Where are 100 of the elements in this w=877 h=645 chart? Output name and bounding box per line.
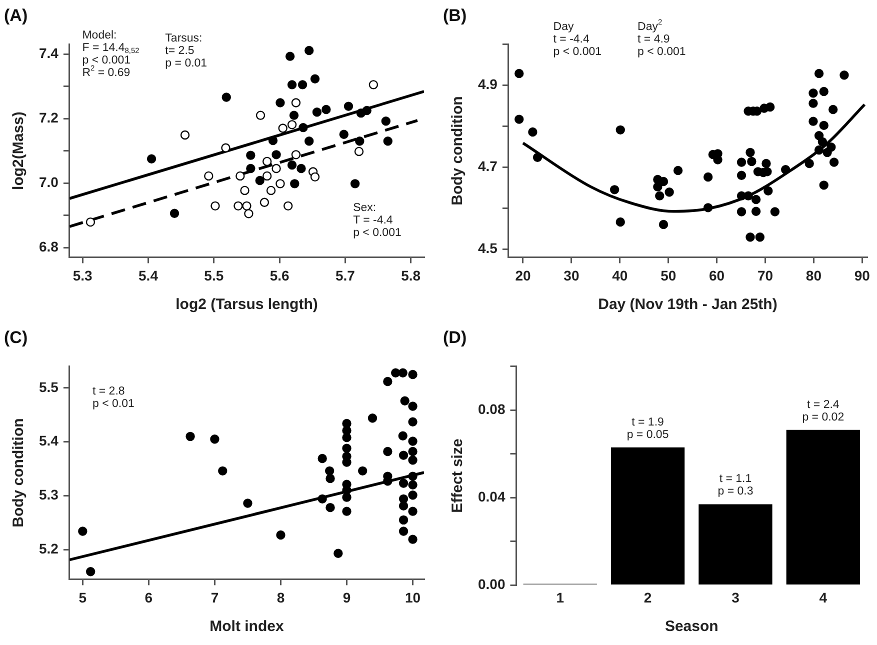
point: [312, 108, 322, 117]
point: [236, 171, 245, 181]
x-tick-label: 5.8: [401, 267, 421, 284]
x-tick-label: 70: [757, 267, 774, 284]
point: [318, 494, 327, 504]
point: [218, 466, 228, 476]
point: [781, 165, 790, 174]
x-tick-label: 80: [806, 267, 822, 284]
point: [334, 548, 343, 558]
point: [246, 164, 256, 174]
point: [751, 206, 761, 216]
point: [673, 166, 683, 176]
x-tick-label: 60: [709, 267, 725, 284]
point: [655, 191, 664, 200]
y-tick-label: 6.8: [38, 238, 59, 254]
point: [304, 136, 314, 146]
point: [318, 454, 327, 464]
y-axis-title: log2(Mass): [10, 112, 28, 190]
point: [610, 185, 620, 194]
annotation: Sex: T = -4.4 p < 0.001: [353, 202, 402, 239]
point: [398, 478, 408, 488]
bar: [786, 430, 860, 584]
point: [350, 179, 360, 188]
point: [322, 104, 331, 114]
point: [408, 417, 418, 426]
point: [514, 114, 524, 124]
point: [287, 160, 297, 170]
y-tick-label: 7.4: [38, 44, 59, 61]
point: [819, 180, 828, 190]
point: [260, 198, 270, 207]
point: [658, 220, 668, 230]
point: [408, 402, 418, 411]
chart-title: (B): [443, 6, 467, 25]
point: [262, 156, 272, 166]
chart-title: (D): [443, 328, 467, 347]
point: [278, 124, 288, 133]
point: [180, 130, 190, 140]
point: [528, 127, 538, 137]
point: [276, 530, 286, 540]
point: [287, 80, 297, 90]
point: [703, 172, 713, 182]
point: [326, 474, 335, 484]
x-tick-label: 2: [644, 589, 652, 606]
x-tick-label: 9: [342, 589, 351, 606]
point: [398, 450, 408, 460]
point: [808, 98, 818, 108]
point: [78, 526, 88, 536]
point: [290, 179, 300, 188]
point: [766, 102, 775, 112]
point: [808, 116, 818, 126]
point: [221, 143, 230, 152]
point: [408, 506, 418, 516]
point: [736, 170, 746, 180]
point: [256, 110, 266, 120]
annotation: Day t = -4.4 p < 0.001: [553, 20, 602, 58]
point: [204, 171, 214, 181]
point: [342, 492, 352, 502]
x-tick-label: 3: [732, 589, 740, 606]
y-tick-label: 7.0: [38, 174, 59, 190]
x-tick-label: 5: [78, 589, 87, 606]
point: [398, 368, 408, 378]
x-axis-title: Season: [664, 618, 718, 636]
x-axis-title: Molt index: [210, 618, 284, 636]
point: [408, 446, 418, 456]
point: [358, 466, 368, 476]
y-axis-title: Body condition: [449, 96, 466, 206]
point: [703, 203, 713, 212]
point: [408, 490, 418, 500]
point: [658, 176, 668, 186]
point: [291, 98, 301, 108]
point: [408, 480, 418, 490]
point: [186, 432, 195, 442]
point: [324, 466, 334, 476]
point: [296, 164, 306, 174]
point: [408, 456, 418, 465]
point: [736, 158, 746, 167]
x-tick-label: 6: [144, 589, 153, 606]
y-tick-label: 0.00: [478, 576, 506, 592]
point: [344, 102, 354, 111]
point: [243, 498, 252, 508]
point: [289, 110, 299, 120]
point: [762, 158, 771, 168]
x-tick-label: 8: [276, 589, 285, 606]
point: [819, 120, 828, 130]
point: [368, 414, 378, 423]
point: [616, 125, 625, 135]
bar: [698, 504, 772, 584]
point: [304, 46, 314, 56]
x-tick-label: 30: [564, 267, 580, 284]
point: [272, 150, 281, 160]
point: [514, 68, 524, 78]
point: [310, 74, 320, 84]
point: [276, 98, 285, 108]
y-tick-label: 4.7: [478, 158, 498, 174]
point: [826, 142, 836, 152]
point: [210, 201, 220, 211]
point: [770, 207, 780, 216]
x-tick-label: 1: [556, 589, 564, 606]
point: [268, 136, 278, 146]
point: [272, 164, 281, 174]
